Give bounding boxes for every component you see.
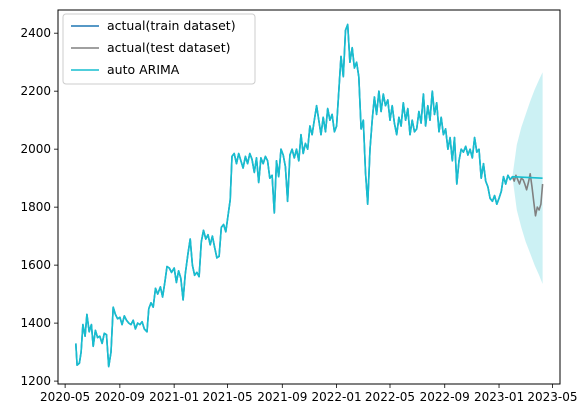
y-tick-label: 1600 xyxy=(20,258,51,272)
x-tick-label: 2021-09 xyxy=(257,390,307,404)
y-tick-label: 2000 xyxy=(20,142,51,156)
series-line-arima xyxy=(75,23,543,368)
x-tick-label: 2022-05 xyxy=(365,390,415,404)
legend-label-test: actual(test dataset) xyxy=(107,40,230,55)
y-tick-label: 2200 xyxy=(20,84,51,98)
legend: actual(train dataset) actual(test datase… xyxy=(62,13,256,85)
y-axis: 1200 1400 1600 1800 2000 2200 2400 xyxy=(20,26,58,388)
series-line-test xyxy=(511,173,544,217)
x-tick-label: 2022-01 xyxy=(312,390,362,404)
x-tick-label: 2021-01 xyxy=(149,390,199,404)
x-tick-label: 2022-09 xyxy=(420,390,470,404)
legend-label-arima: auto ARIMA xyxy=(107,62,180,77)
y-tick-label: 1400 xyxy=(20,316,51,330)
y-tick-label: 1800 xyxy=(20,200,51,214)
x-axis: 2020-05 2020-09 2021-01 2021-05 2021-09 2022-… xyxy=(40,384,578,404)
x-tick-label: 2023-05 xyxy=(527,390,577,404)
legend-box xyxy=(62,13,256,85)
x-tick-label: 2020-05 xyxy=(40,390,90,404)
y-tick-label: 1200 xyxy=(20,374,51,388)
x-tick-label: 2021-05 xyxy=(202,390,252,404)
x-tick-label: 2020-09 xyxy=(95,390,145,404)
y-tick-label: 2400 xyxy=(20,26,51,40)
plot-frame xyxy=(57,9,561,385)
series-layer xyxy=(75,23,544,368)
legend-label-train: actual(train dataset) xyxy=(107,18,236,33)
x-tick-label: 2023-01 xyxy=(474,390,524,404)
